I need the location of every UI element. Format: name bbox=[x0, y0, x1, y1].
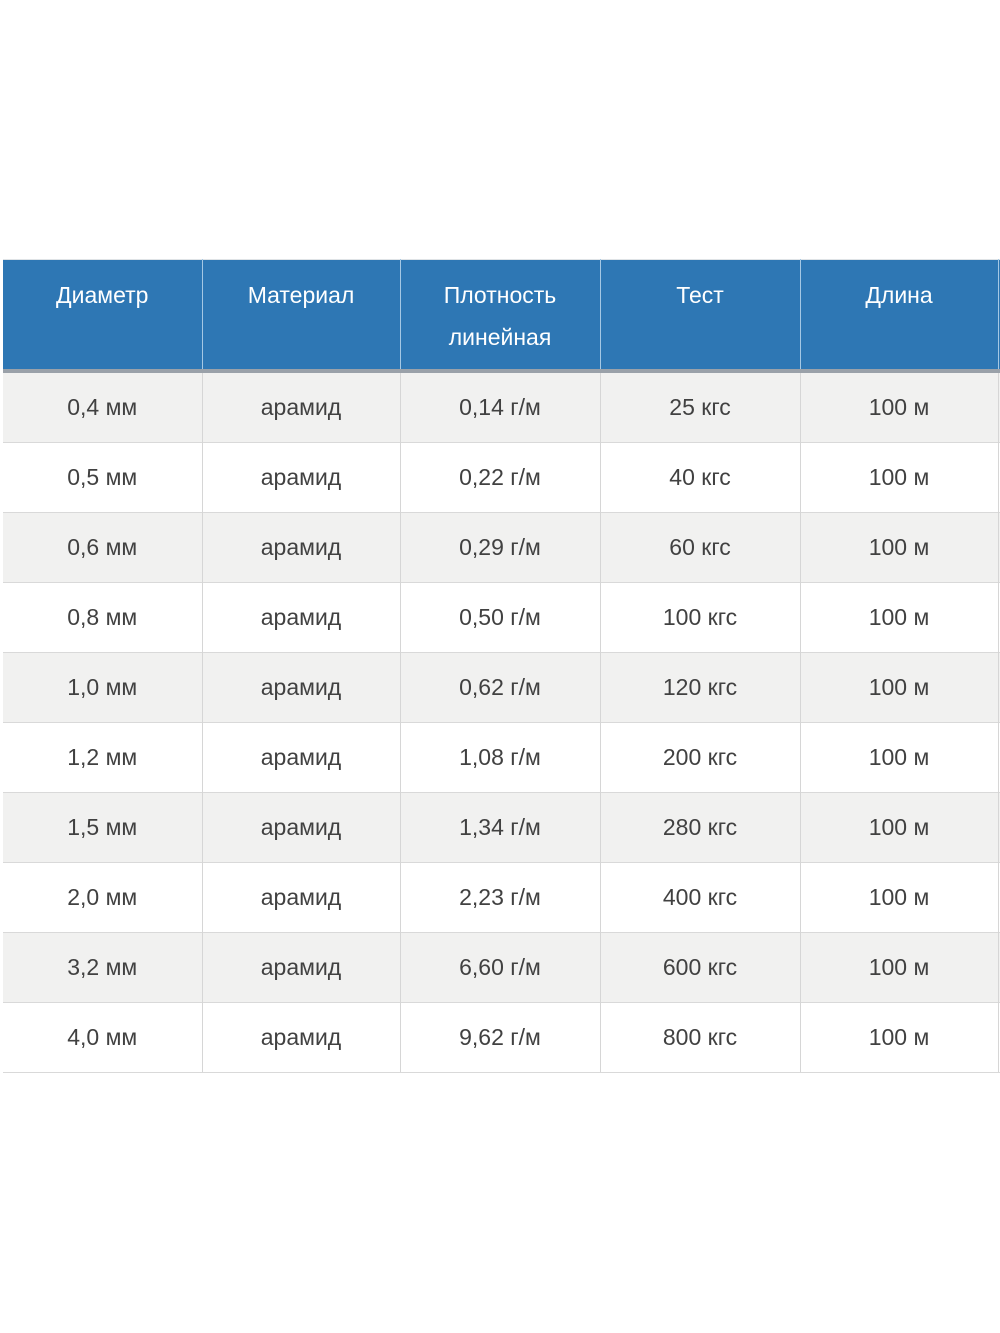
table-cell: 2,0 мм bbox=[3, 862, 202, 933]
table-header-row: Диаметр Материал Плотность линейная Тест… bbox=[3, 259, 1000, 371]
table-cell: 100 м bbox=[799, 512, 998, 583]
table-cell-cutoff bbox=[997, 512, 1000, 583]
table-row: 1,5 мм арамид 1,34 г/м 280 кгс 100 м bbox=[3, 792, 1000, 863]
table-cell: арамид bbox=[201, 722, 400, 793]
table-cell: 0,50 г/м bbox=[399, 582, 600, 653]
table-cell: 100 м bbox=[799, 582, 998, 653]
table-cell-cutoff bbox=[997, 932, 1000, 1003]
table-cell: 0,14 г/м bbox=[399, 371, 600, 443]
table-cell: арамид bbox=[201, 582, 400, 653]
table-cell: 0,8 мм bbox=[3, 582, 202, 653]
table-row: 0,4 мм арамид 0,14 г/м 25 кгс 100 м bbox=[3, 371, 1000, 443]
table-row: 0,6 мм арамид 0,29 г/м 60 кгс 100 м bbox=[3, 512, 1000, 583]
table-cell: 120 кгс bbox=[599, 652, 800, 723]
table-cell: арамид bbox=[201, 652, 400, 723]
table-cell: 200 кгс bbox=[599, 722, 800, 793]
specs-table: Диаметр Материал Плотность линейная Тест… bbox=[3, 259, 1000, 1073]
column-header-cutoff bbox=[997, 259, 1000, 371]
table-cell: 800 кгс bbox=[599, 1002, 800, 1073]
table-cell: 100 м bbox=[799, 792, 998, 863]
table-cell: 100 м bbox=[799, 862, 998, 933]
table-cell: 0,62 г/м bbox=[399, 652, 600, 723]
table-cell: 0,4 мм bbox=[3, 371, 202, 443]
table-cell-cutoff bbox=[997, 792, 1000, 863]
table-cell: 1,34 г/м bbox=[399, 792, 600, 863]
table-row: 0,8 мм арамид 0,50 г/м 100 кгс 100 м bbox=[3, 582, 1000, 653]
table-row: 0,5 мм арамид 0,22 г/м 40 кгс 100 м bbox=[3, 442, 1000, 513]
column-header-length: Длина bbox=[799, 259, 998, 371]
specs-table-container: Диаметр Материал Плотность линейная Тест… bbox=[3, 259, 1000, 1073]
table-cell: 100 м bbox=[799, 722, 998, 793]
table-cell: 100 м bbox=[799, 652, 998, 723]
table-cell: 1,08 г/м bbox=[399, 722, 600, 793]
column-header-diameter: Диаметр bbox=[3, 259, 202, 371]
column-header-density: Плотность линейная bbox=[399, 259, 600, 371]
table-row: 2,0 мм арамид 2,23 г/м 400 кгс 100 м bbox=[3, 862, 1000, 933]
table-cell: 1,2 мм bbox=[3, 722, 202, 793]
table-cell: 400 кгс bbox=[599, 862, 800, 933]
table-cell: 600 кгс bbox=[599, 932, 800, 1003]
table-cell: 0,29 г/м bbox=[399, 512, 600, 583]
table-cell: 40 кгс bbox=[599, 442, 800, 513]
table-cell: 60 кгс bbox=[599, 512, 800, 583]
table-cell-cutoff bbox=[997, 371, 1000, 443]
table-row: 3,2 мм арамид 6,60 г/м 600 кгс 100 м bbox=[3, 932, 1000, 1003]
table-cell: арамид bbox=[201, 792, 400, 863]
table-cell-cutoff bbox=[997, 652, 1000, 723]
table-cell: арамид bbox=[201, 442, 400, 513]
table-cell: 6,60 г/м bbox=[399, 932, 600, 1003]
table-cell: 100 м bbox=[799, 371, 998, 443]
table-cell: арамид bbox=[201, 512, 400, 583]
table-cell: 1,5 мм bbox=[3, 792, 202, 863]
table-cell-cutoff bbox=[997, 442, 1000, 513]
table-cell: арамид bbox=[201, 862, 400, 933]
table-cell: 100 м bbox=[799, 932, 998, 1003]
table-row: 4,0 мм арамид 9,62 г/м 800 кгс 100 м bbox=[3, 1002, 1000, 1073]
table-cell: арамид bbox=[201, 932, 400, 1003]
table-cell: 0,5 мм bbox=[3, 442, 202, 513]
table-cell: 3,2 мм bbox=[3, 932, 202, 1003]
table-cell-cutoff bbox=[997, 722, 1000, 793]
table-cell: 2,23 г/м bbox=[399, 862, 600, 933]
column-header-material: Материал bbox=[201, 259, 400, 371]
table-cell: 0,6 мм bbox=[3, 512, 202, 583]
table-cell: 100 кгс bbox=[599, 582, 800, 653]
table-cell-cutoff bbox=[997, 1002, 1000, 1073]
table-body: 0,4 мм арамид 0,14 г/м 25 кгс 100 м 0,5 мм ара… bbox=[3, 371, 1000, 1073]
table-cell: арамид bbox=[201, 371, 400, 443]
table-cell: 100 м bbox=[799, 1002, 998, 1073]
table-row: 1,0 мм арамид 0,62 г/м 120 кгс 100 м bbox=[3, 652, 1000, 723]
table-cell: 9,62 г/м bbox=[399, 1002, 600, 1073]
table-cell: арамид bbox=[201, 1002, 400, 1073]
table-cell: 100 м bbox=[799, 442, 998, 513]
column-header-test: Тест bbox=[599, 259, 800, 371]
table-cell: 25 кгс bbox=[599, 371, 800, 443]
table-cell-cutoff bbox=[997, 582, 1000, 653]
table-row: 1,2 мм арамид 1,08 г/м 200 кгс 100 м bbox=[3, 722, 1000, 793]
table-cell-cutoff bbox=[997, 862, 1000, 933]
table-cell: 4,0 мм bbox=[3, 1002, 202, 1073]
table-cell: 280 кгс bbox=[599, 792, 800, 863]
table-cell: 0,22 г/м bbox=[399, 442, 600, 513]
table-cell: 1,0 мм bbox=[3, 652, 202, 723]
